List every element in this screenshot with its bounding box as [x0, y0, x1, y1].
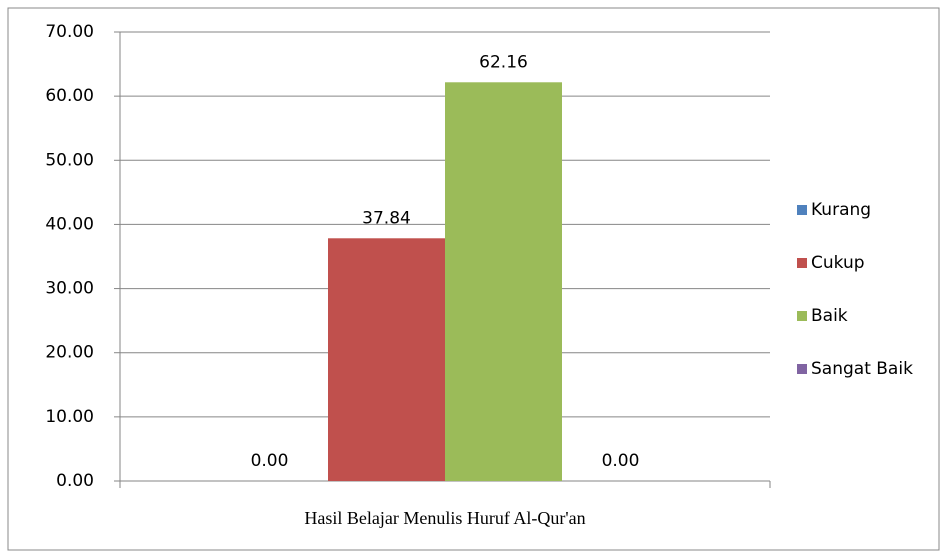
y-tick-label: 60.00 — [45, 86, 94, 106]
legend-swatch — [797, 258, 807, 268]
y-tick-label: 10.00 — [45, 407, 94, 427]
legend-swatch — [797, 205, 807, 215]
y-tick-label: 40.00 — [45, 214, 94, 234]
bar — [328, 238, 445, 481]
legend-label: Sangat Baik — [811, 359, 913, 379]
x-tick-label: Hasil Belajar Menulis Huruf Al-Qur'an — [304, 508, 585, 528]
data-label: 0.00 — [602, 451, 640, 471]
data-label: 62.16 — [479, 52, 528, 72]
y-tick-label: 50.00 — [45, 150, 94, 170]
legend-label: Baik — [811, 306, 848, 326]
data-label: 0.00 — [251, 451, 289, 471]
y-tick-label: 20.00 — [45, 343, 94, 363]
y-tick-label: 70.00 — [45, 22, 94, 42]
y-tick-label: 0.00 — [56, 471, 94, 491]
legend-swatch — [797, 364, 807, 374]
y-tick-label: 30.00 — [45, 279, 94, 299]
legend-swatch — [797, 311, 807, 321]
bar — [445, 82, 562, 482]
legend-label: Kurang — [811, 200, 871, 220]
data-label: 37.84 — [362, 208, 411, 228]
legend-label: Cukup — [811, 253, 865, 273]
